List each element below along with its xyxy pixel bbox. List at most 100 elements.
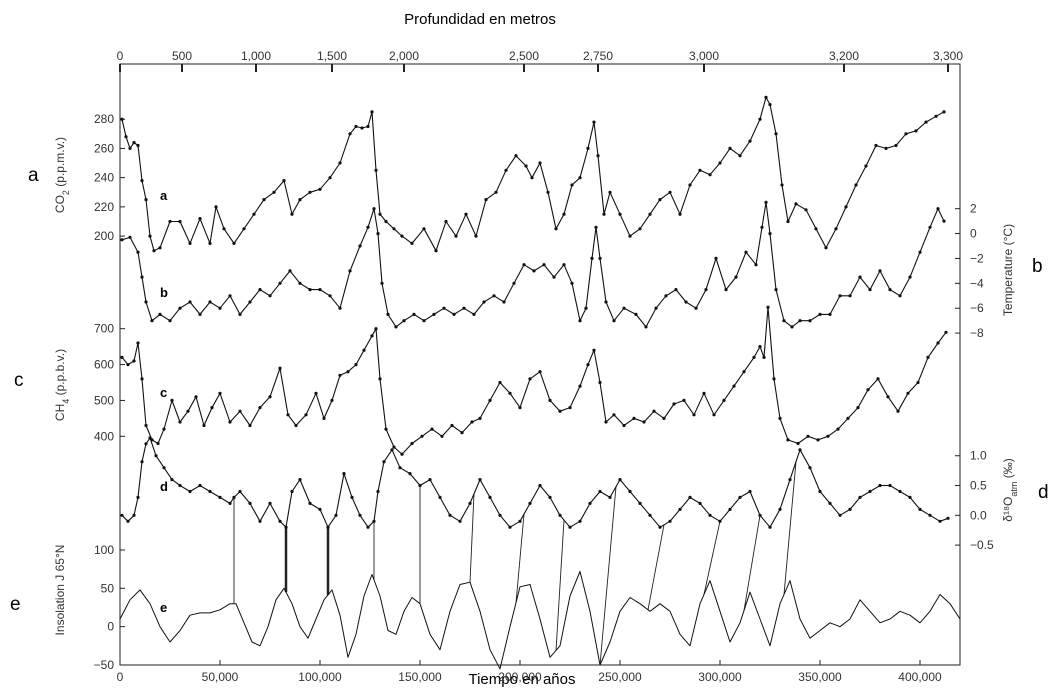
series-a-point bbox=[914, 129, 918, 133]
series-b-point bbox=[386, 312, 390, 316]
time-axis-title: Tiempo en años bbox=[468, 671, 575, 688]
series-c-point bbox=[936, 341, 940, 345]
series-c-point bbox=[702, 391, 706, 395]
series-b-point bbox=[208, 300, 212, 304]
series-c-point bbox=[722, 398, 726, 402]
series-d-point bbox=[140, 460, 144, 464]
series-d-point bbox=[888, 483, 892, 488]
series-d-point bbox=[598, 489, 602, 494]
series-a-point bbox=[874, 143, 878, 148]
tie-lines bbox=[233, 461, 797, 666]
series-b-point bbox=[502, 300, 506, 304]
temperature-axis-label: Temperature (°C) bbox=[1001, 224, 1015, 316]
series-b-point bbox=[664, 294, 668, 298]
series-b-point bbox=[422, 319, 426, 323]
series-a-point bbox=[834, 227, 838, 231]
series-d-point bbox=[126, 519, 130, 523]
series-b-point bbox=[744, 250, 748, 254]
series-b-point bbox=[522, 263, 526, 267]
series-b-point bbox=[612, 319, 616, 323]
ch4-axis-label: CH4 (p.p.b.v.) bbox=[53, 349, 71, 421]
series-b-point bbox=[298, 281, 302, 285]
series-c-point bbox=[374, 327, 378, 331]
series-a-point bbox=[444, 219, 448, 224]
series-d-point bbox=[548, 495, 552, 499]
series-b-point bbox=[774, 288, 778, 292]
series-a-point bbox=[208, 241, 212, 245]
series-a-point bbox=[422, 227, 426, 231]
tie-line bbox=[783, 461, 797, 595]
series-c-point bbox=[178, 420, 182, 424]
series-b-point bbox=[542, 263, 546, 267]
series-a-point bbox=[748, 139, 752, 143]
temperature-tick-label: 2 bbox=[970, 202, 977, 216]
series-a-point bbox=[570, 183, 574, 187]
series-c-point bbox=[816, 438, 820, 442]
series-d-point bbox=[718, 519, 722, 523]
series-a-point bbox=[530, 176, 534, 180]
side-letter-a: a bbox=[28, 165, 39, 186]
series-a-point bbox=[282, 179, 286, 183]
series-a-point bbox=[728, 146, 732, 150]
series-a-point bbox=[758, 117, 762, 121]
series-a-point bbox=[198, 217, 202, 221]
series-a-point bbox=[252, 212, 256, 216]
series-d-label: d bbox=[160, 479, 168, 494]
series-a-point bbox=[658, 198, 662, 202]
depth-tick-label: 2,750 bbox=[583, 49, 613, 63]
series-a-point bbox=[366, 124, 370, 129]
temperature-tick-label: 0 bbox=[970, 227, 977, 241]
series-c-point bbox=[346, 370, 350, 374]
series-d-point bbox=[518, 519, 522, 523]
series-b-point bbox=[318, 288, 322, 292]
series-a-point bbox=[144, 198, 148, 202]
depth-axis-title: Profundidad en metros bbox=[404, 11, 556, 28]
series-b-point bbox=[754, 263, 758, 267]
series-a-point bbox=[132, 141, 136, 145]
series-a-point bbox=[596, 154, 600, 158]
series-c-point bbox=[218, 391, 222, 395]
series-b-point bbox=[782, 319, 786, 323]
series-b-point bbox=[228, 294, 232, 298]
series-d-point bbox=[848, 507, 852, 511]
series-d-point bbox=[198, 483, 202, 488]
series-d-point bbox=[908, 495, 912, 499]
series-b-point bbox=[734, 275, 738, 279]
series-b-point bbox=[622, 306, 626, 310]
series-a-point bbox=[774, 132, 778, 136]
d18o-tick-label: −0.5 bbox=[970, 538, 994, 552]
series-a-point bbox=[232, 241, 236, 245]
series-a-point bbox=[214, 205, 218, 209]
depth-tick-label: 2,500 bbox=[509, 49, 539, 63]
series-d-point bbox=[478, 478, 482, 482]
temperature-tick-label: −2 bbox=[970, 251, 984, 265]
series-d-point bbox=[390, 448, 394, 452]
series-c-point bbox=[132, 359, 136, 363]
series-c-point bbox=[548, 398, 552, 402]
series-c-point bbox=[578, 384, 582, 388]
series-a-point bbox=[844, 205, 848, 209]
series-c-line bbox=[121, 306, 947, 455]
series-d-point bbox=[798, 448, 802, 452]
series-b-point bbox=[366, 225, 370, 229]
series-d-point bbox=[278, 519, 282, 523]
series-a-point bbox=[786, 219, 790, 224]
series-c-point bbox=[568, 406, 572, 410]
series-b-point bbox=[278, 281, 282, 285]
series-b-line bbox=[121, 201, 945, 328]
series-d-point bbox=[498, 513, 502, 517]
series-a-point bbox=[298, 198, 302, 202]
series-a-point bbox=[804, 208, 808, 212]
series-c-point bbox=[886, 395, 890, 399]
series-b-point bbox=[442, 306, 446, 310]
series-d-point bbox=[708, 513, 712, 517]
series-b-point bbox=[198, 312, 202, 316]
series-a-point bbox=[934, 114, 938, 118]
series-b-point bbox=[552, 275, 556, 279]
series-b-point bbox=[268, 294, 272, 298]
series-c-point bbox=[278, 366, 282, 370]
series-a-point bbox=[864, 164, 868, 168]
series-d-point bbox=[528, 501, 532, 505]
series-a-point bbox=[586, 146, 590, 150]
series-a-point bbox=[814, 227, 818, 231]
